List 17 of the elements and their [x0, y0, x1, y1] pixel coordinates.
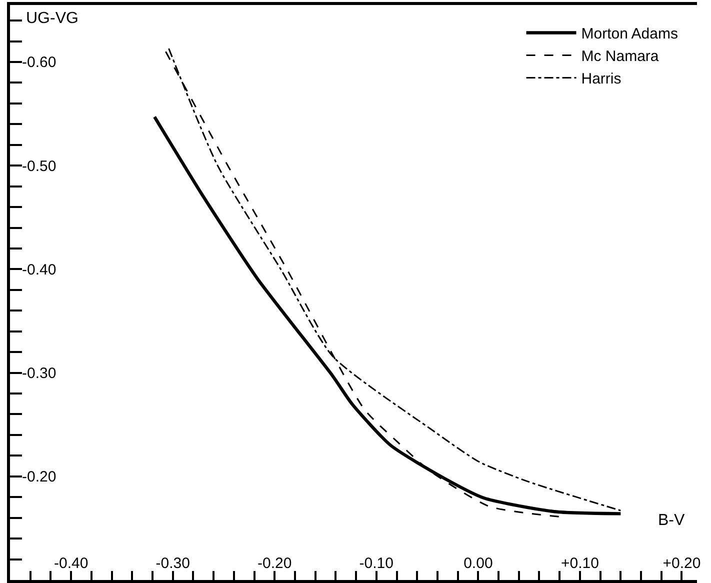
- legend-label: Morton Adams: [581, 26, 678, 43]
- legend-label: Mc Namara: [581, 48, 660, 66]
- y-tick-label: -0.60: [22, 54, 56, 72]
- x-tick-label: -0.10: [359, 555, 394, 572]
- legend-label: Harris: [581, 70, 622, 88]
- y-tick-label: -0.40: [22, 261, 56, 278]
- x-tick-label: +0.10: [560, 555, 599, 572]
- y-tick-label: -0.30: [22, 365, 56, 382]
- x-tick-label: -0.30: [156, 555, 190, 572]
- x-tick-label: -0.40: [54, 555, 88, 572]
- y-tick-label: -0.20: [22, 468, 56, 486]
- x-tick-label: -0.20: [258, 555, 292, 572]
- x-tick-label: 0.00: [464, 555, 493, 572]
- y-tick-label: -0.50: [22, 158, 56, 175]
- x-tick-label: +0.20: [662, 555, 701, 572]
- y-axis-title: UG-VG: [26, 10, 78, 27]
- x-axis-title: B-V: [658, 512, 685, 529]
